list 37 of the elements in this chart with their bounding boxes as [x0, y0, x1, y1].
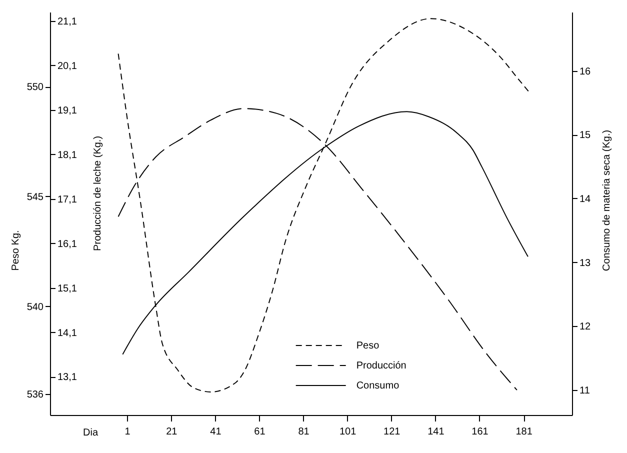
y3-tick-label: 16 — [580, 66, 592, 78]
y-tick-label: 545 — [26, 192, 44, 203]
legend-label: Consumo — [356, 380, 400, 392]
x-tick-label: 141 — [428, 426, 445, 438]
x-tick-label: 121 — [384, 426, 401, 438]
y-tick-label: 550 — [26, 82, 44, 94]
line-series — [118, 18, 531, 392]
y2-axis-title: Producción de leche (Kg.) — [92, 136, 104, 252]
legend-label: Producción — [356, 360, 406, 372]
y2-tick-label: 15,1 — [58, 283, 78, 294]
y3-axis-title: Consumo de materia seca (Kg.) — [602, 130, 612, 272]
y2-tick-label: 16,1 — [58, 238, 78, 250]
x-tick-label: 21 — [166, 426, 178, 438]
y3-tick-label: 12 — [580, 322, 592, 333]
x-tick-label: 81 — [298, 426, 310, 438]
x-tick-label: 1 — [124, 426, 131, 438]
y2-tick-label: 18,1 — [58, 150, 78, 161]
x-tick-label: 101 — [340, 426, 357, 438]
y2-tick-label: 17,1 — [58, 194, 78, 206]
x-tick-label: 41 — [210, 426, 222, 438]
y3-tick-label: 14 — [580, 194, 592, 205]
legend-label: Peso — [356, 340, 380, 352]
x-tick-label: 161 — [472, 426, 489, 438]
y3-tick-label: 15 — [580, 130, 592, 142]
x-axis-title: Dia — [82, 428, 98, 438]
y2-tick-label: 14,1 — [58, 328, 78, 339]
y2-tick-label: 19,1 — [58, 105, 78, 116]
y2-tick-label: 21,1 — [58, 16, 78, 28]
x-tick-label: 181 — [516, 426, 533, 438]
y-tick-label: 536 — [26, 390, 44, 401]
y2-tick-label: 13,1 — [58, 372, 78, 384]
x-tick-label: 61 — [254, 426, 266, 438]
y2-tick-label: 20,1 — [58, 60, 78, 72]
y3-tick-label: 11 — [580, 386, 590, 397]
y3-tick-label: 13 — [580, 258, 592, 269]
y-axis-title: Peso Kg. — [10, 230, 22, 271]
y-tick-label: 540 — [26, 302, 44, 313]
